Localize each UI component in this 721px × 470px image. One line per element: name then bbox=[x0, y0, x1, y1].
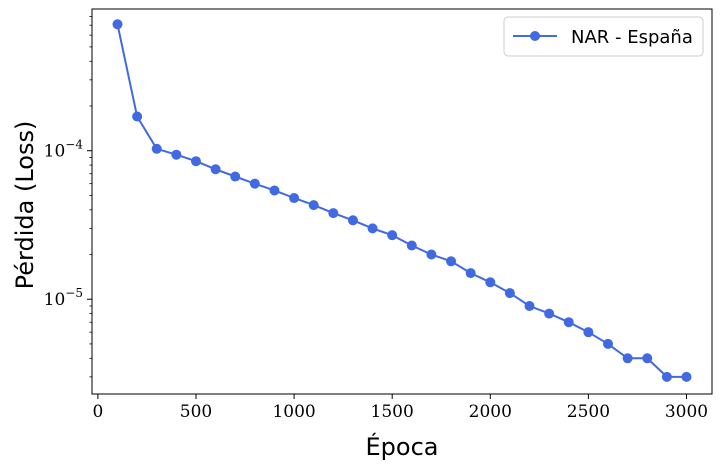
data-point-marker bbox=[681, 371, 692, 382]
data-point-marker bbox=[642, 353, 653, 364]
x-tick-label: 0 bbox=[92, 402, 103, 422]
data-point-marker bbox=[504, 288, 515, 299]
data-point-marker bbox=[563, 317, 574, 328]
x-tick-label: 2000 bbox=[469, 402, 512, 422]
data-point-marker bbox=[328, 208, 339, 219]
data-point-marker bbox=[406, 240, 417, 251]
data-point-marker bbox=[289, 193, 300, 204]
x-tick-label: 1500 bbox=[371, 402, 414, 422]
data-point-marker bbox=[603, 338, 614, 349]
data-point-marker bbox=[485, 277, 496, 288]
legend-label: NAR - España bbox=[571, 27, 693, 48]
x-axis-ticks: 0 500 1000 1500 2000 2500 3000 bbox=[92, 394, 708, 422]
data-point-marker bbox=[308, 200, 319, 211]
y-tick-label: 10−5 bbox=[44, 286, 83, 310]
data-point-marker bbox=[151, 143, 162, 154]
data-point-marker bbox=[622, 353, 633, 364]
series-group bbox=[112, 19, 692, 382]
legend: NAR - España bbox=[503, 16, 704, 57]
legend-box bbox=[503, 16, 704, 57]
data-point-marker bbox=[249, 178, 260, 189]
data-point-marker bbox=[190, 156, 201, 167]
x-tick-label: 3000 bbox=[665, 402, 708, 422]
data-point-marker bbox=[367, 223, 378, 234]
y-axis-ticks: 10−4 10−5 bbox=[44, 138, 92, 310]
data-point-marker bbox=[524, 301, 535, 312]
plot-area bbox=[92, 9, 712, 394]
data-point-marker bbox=[426, 249, 437, 260]
data-point-marker bbox=[171, 149, 182, 160]
x-tick-label: 2500 bbox=[567, 402, 610, 422]
data-point-marker bbox=[446, 256, 457, 267]
x-axis-label: Época bbox=[366, 432, 439, 461]
x-tick-label: 1000 bbox=[272, 402, 315, 422]
data-point-marker bbox=[661, 371, 672, 382]
y-axis-label: Pérdida (Loss) bbox=[11, 121, 39, 290]
y-tick-label: 10−4 bbox=[44, 138, 84, 162]
data-point-marker bbox=[465, 268, 476, 279]
data-point-marker bbox=[387, 230, 398, 241]
data-point-marker bbox=[583, 327, 594, 338]
x-tick-label: 500 bbox=[180, 402, 212, 422]
data-point-marker bbox=[230, 171, 241, 182]
data-point-marker bbox=[112, 19, 123, 30]
data-point-marker bbox=[544, 308, 555, 319]
data-point-marker bbox=[210, 164, 221, 175]
plot-frame bbox=[91, 8, 713, 395]
data-point-marker bbox=[132, 111, 143, 122]
data-point-marker bbox=[347, 215, 358, 226]
data-point-marker bbox=[269, 185, 280, 196]
legend-marker-swatch bbox=[530, 31, 540, 41]
